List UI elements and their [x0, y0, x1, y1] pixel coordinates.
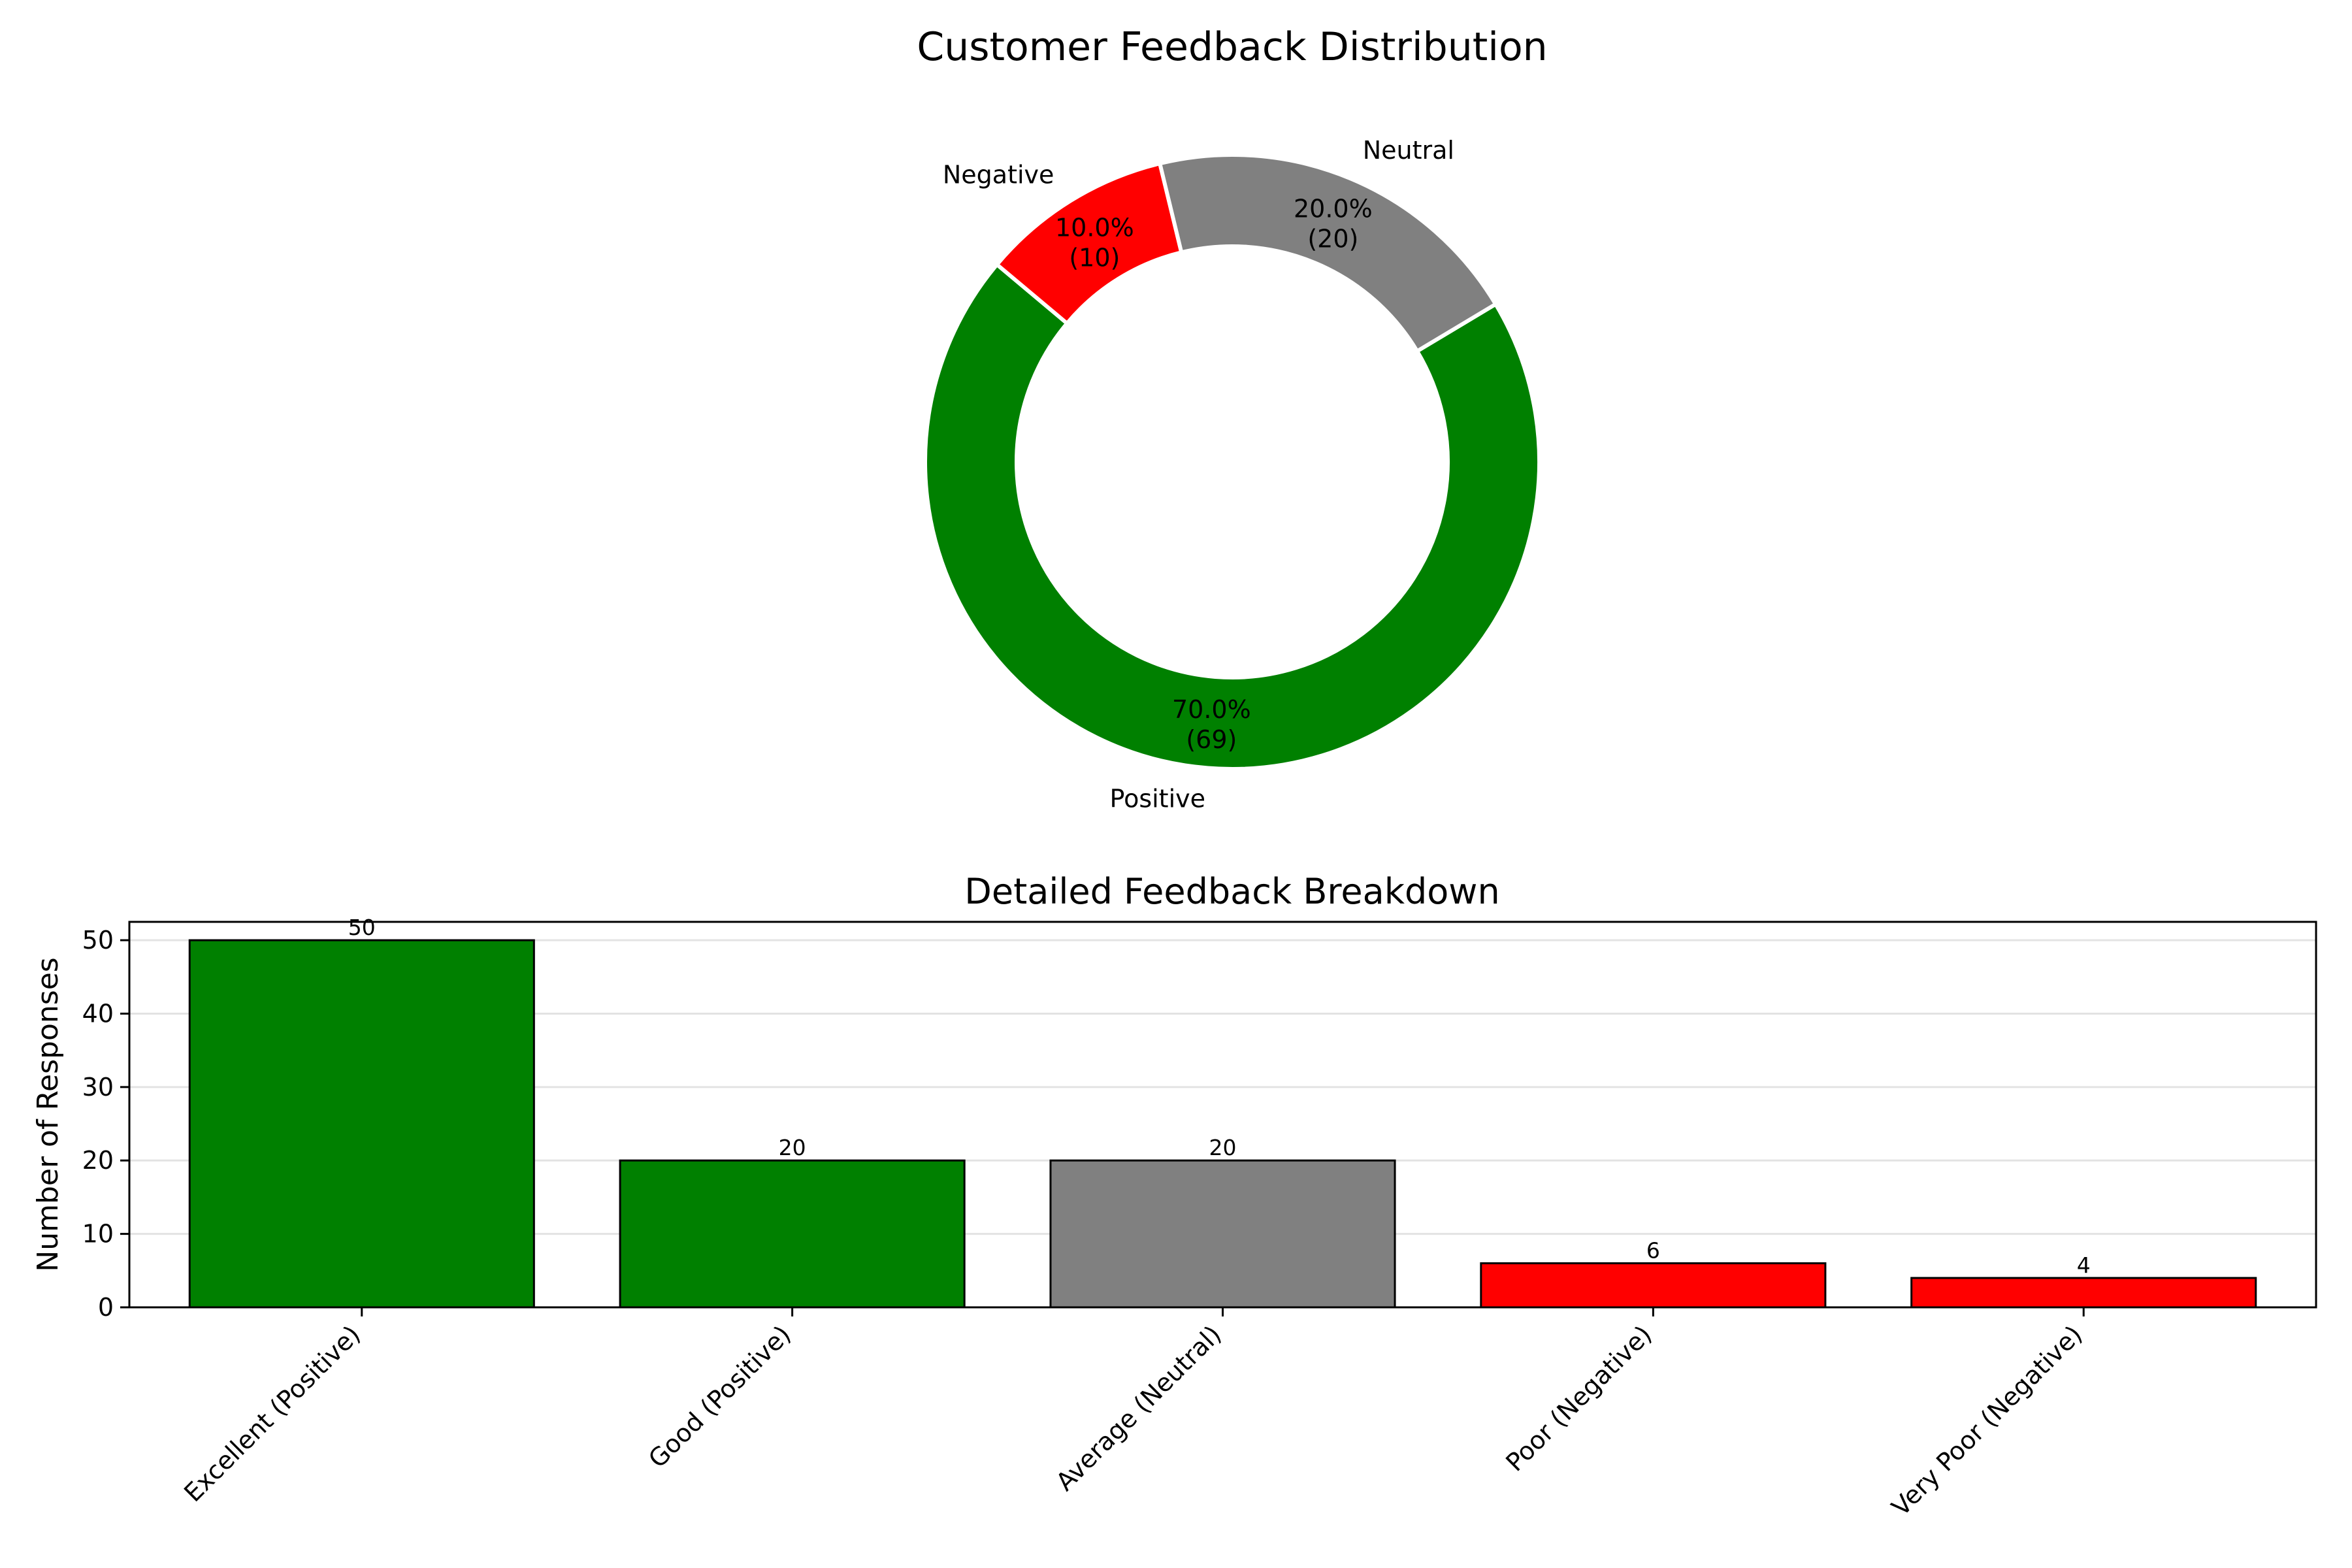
donut-percent-positive: 70.0%	[1172, 695, 1251, 724]
donut-label-positive: Positive	[1110, 784, 1206, 813]
bar-value-label: 4	[2077, 1252, 2091, 1278]
donut-chart: Positive 70.0%(69) Neutral 20.0%(20) Negativ…	[923, 136, 1541, 813]
x-tick-label: Excellent (Positive)	[178, 1320, 366, 1507]
y-tick-label: 30	[82, 1073, 114, 1102]
bar-value-label: 20	[779, 1135, 806, 1160]
bar-good-positive	[619, 1159, 966, 1309]
x-tick-label: Very Poor (Negative)	[1886, 1320, 2088, 1522]
figure-title: Customer Feedback Distribution	[917, 24, 1547, 70]
x-tick-label: Average (Neutral)	[1051, 1320, 1227, 1496]
bar-value-label: 50	[348, 915, 376, 940]
donut-label-negative: Negative	[943, 161, 1054, 189]
donut-percent-neutral: 20.0%	[1294, 195, 1373, 223]
donut-count-positive: (69)	[1186, 725, 1237, 754]
y-axis-label: Number of Responses	[31, 957, 65, 1271]
bar-excellent-positive	[188, 939, 535, 1309]
plot-frame	[128, 921, 2317, 1309]
donut-label-neutral: Neutral	[1363, 136, 1454, 165]
bar-chart-title: Detailed Feedback Breakdown	[964, 871, 1499, 912]
donut-percent-negative: 10.0%	[1055, 214, 1134, 242]
x-tick-label: Good (Positive)	[643, 1320, 796, 1473]
y-tick-label: 40	[82, 999, 114, 1028]
donut-count-negative: (10)	[1069, 244, 1120, 272]
bar-poor-negative	[1480, 1262, 1827, 1309]
y-tick-label: 0	[98, 1293, 114, 1322]
x-tick-label: Poor (Negative)	[1500, 1320, 1657, 1477]
bar-very-poor-negative	[1910, 1277, 2257, 1309]
bar-value-label: 6	[1646, 1238, 1660, 1264]
donut-slice-positive	[923, 261, 1541, 772]
y-tick-label: 10	[82, 1220, 114, 1249]
y-tick-label: 20	[82, 1146, 114, 1175]
bar-average-neutral	[1049, 1159, 1396, 1309]
y-tick-label: 50	[82, 926, 114, 955]
donut-count-neutral: (20)	[1307, 225, 1358, 253]
donut-slice-neutral	[1157, 153, 1499, 354]
donut-slice-negative	[994, 161, 1184, 327]
bar-chart: 50 Excellent (Positive) 20 Good (Positive) 2…	[82, 915, 2317, 1522]
bar-value-label: 20	[1209, 1135, 1237, 1160]
